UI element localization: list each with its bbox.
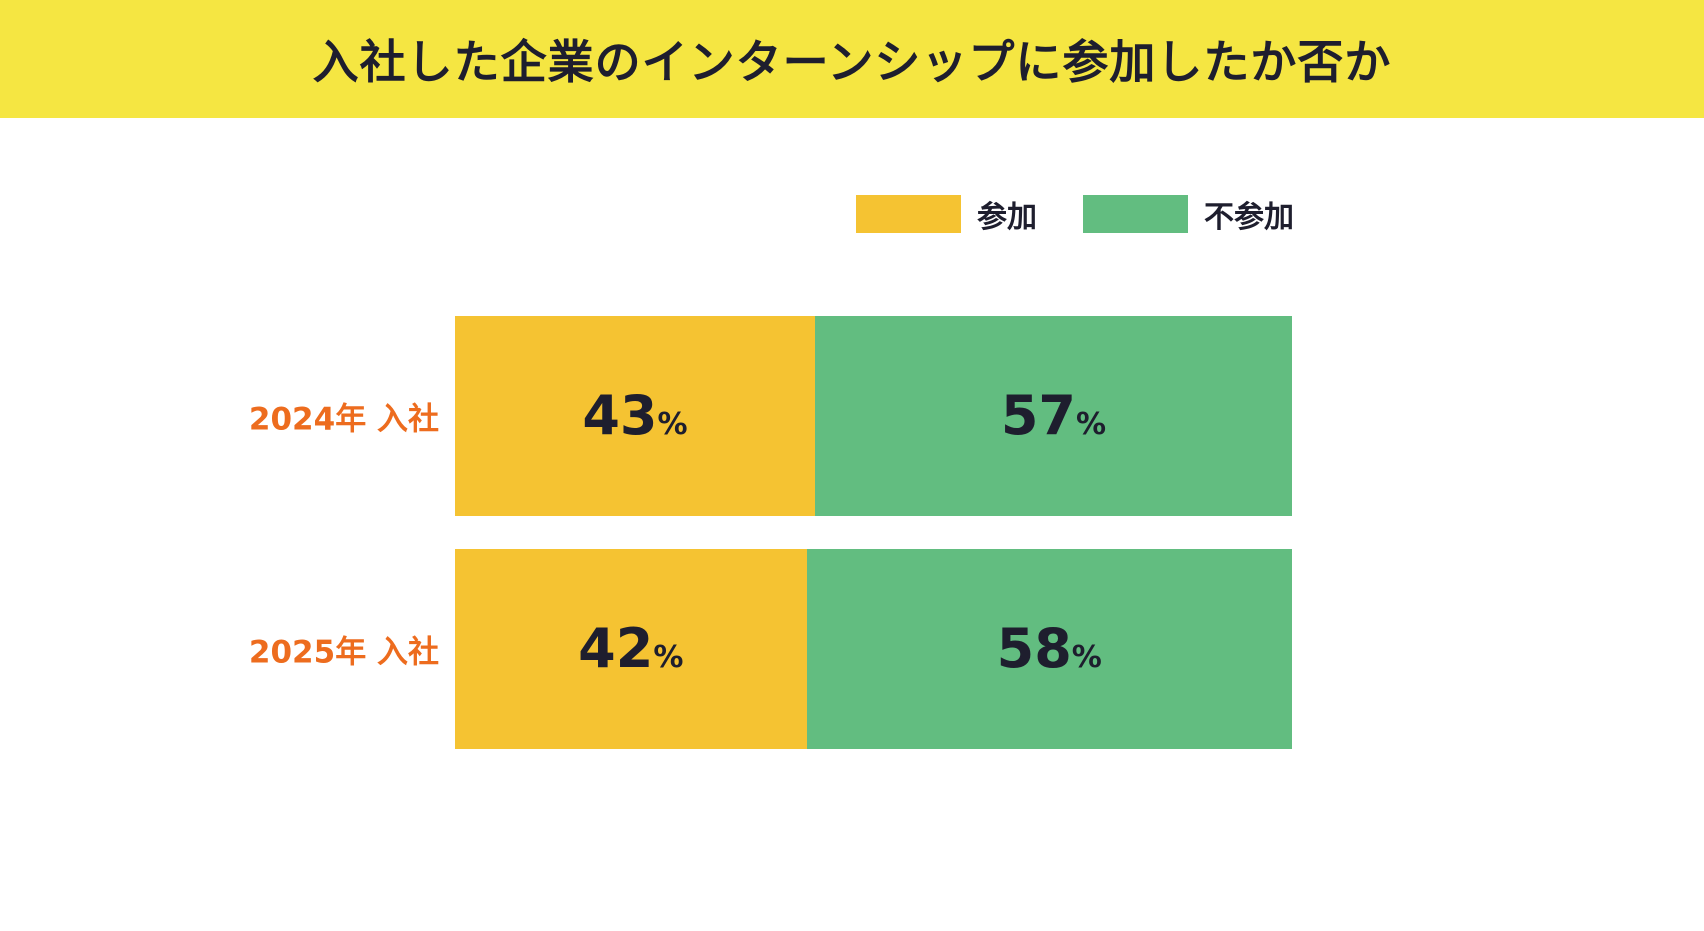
- bar-row-label: 2024年 入社: [248, 401, 439, 438]
- legend-label: 参加: [977, 200, 1037, 235]
- bar-segment-not-participate: 57%: [814, 316, 1292, 516]
- bar-row: 2024年 入社 43% 57%: [249, 316, 1292, 516]
- bar-row-label: 2025年 入社: [248, 634, 439, 671]
- segment-percent-sign: %: [653, 640, 684, 675]
- chart-legend: 参加 不参加: [0, 192, 1294, 236]
- segment-value: 42%: [578, 617, 684, 680]
- legend-item: 参加: [856, 192, 1037, 236]
- legend-label: 不参加: [1204, 200, 1294, 235]
- segment-percent-sign: %: [657, 407, 688, 442]
- stacked-bar: 42% 58%: [455, 549, 1292, 749]
- legend-item: 不参加: [1083, 192, 1294, 236]
- segment-percent-sign: %: [1071, 640, 1102, 675]
- bar-segment-participate: 43%: [455, 316, 815, 516]
- legend-swatch: [856, 195, 961, 233]
- segment-value: 58%: [996, 617, 1102, 680]
- bars-container: 2024年 入社 43% 57% 2025年 入社 42% 58%: [249, 316, 1292, 749]
- segment-value: 57%: [1000, 384, 1107, 447]
- legend-swatch: [1083, 195, 1188, 233]
- chart-title-banner: 入社した企業のインターンシップに参加したか否か: [0, 0, 1704, 118]
- page-title: 入社した企業のインターンシップに参加したか否か: [312, 35, 1392, 89]
- bar-segment-not-participate: 58%: [806, 549, 1292, 749]
- segment-value: 43%: [582, 384, 688, 447]
- stacked-bar: 43% 57%: [455, 316, 1292, 516]
- chart-area: 参加 不参加 2024年 入社 43% 57% 2025年 入社 42% 58%: [0, 192, 1704, 749]
- segment-percent-sign: %: [1075, 407, 1107, 442]
- bar-segment-participate: 42%: [455, 549, 807, 749]
- bar-row: 2025年 入社 42% 58%: [249, 549, 1292, 749]
